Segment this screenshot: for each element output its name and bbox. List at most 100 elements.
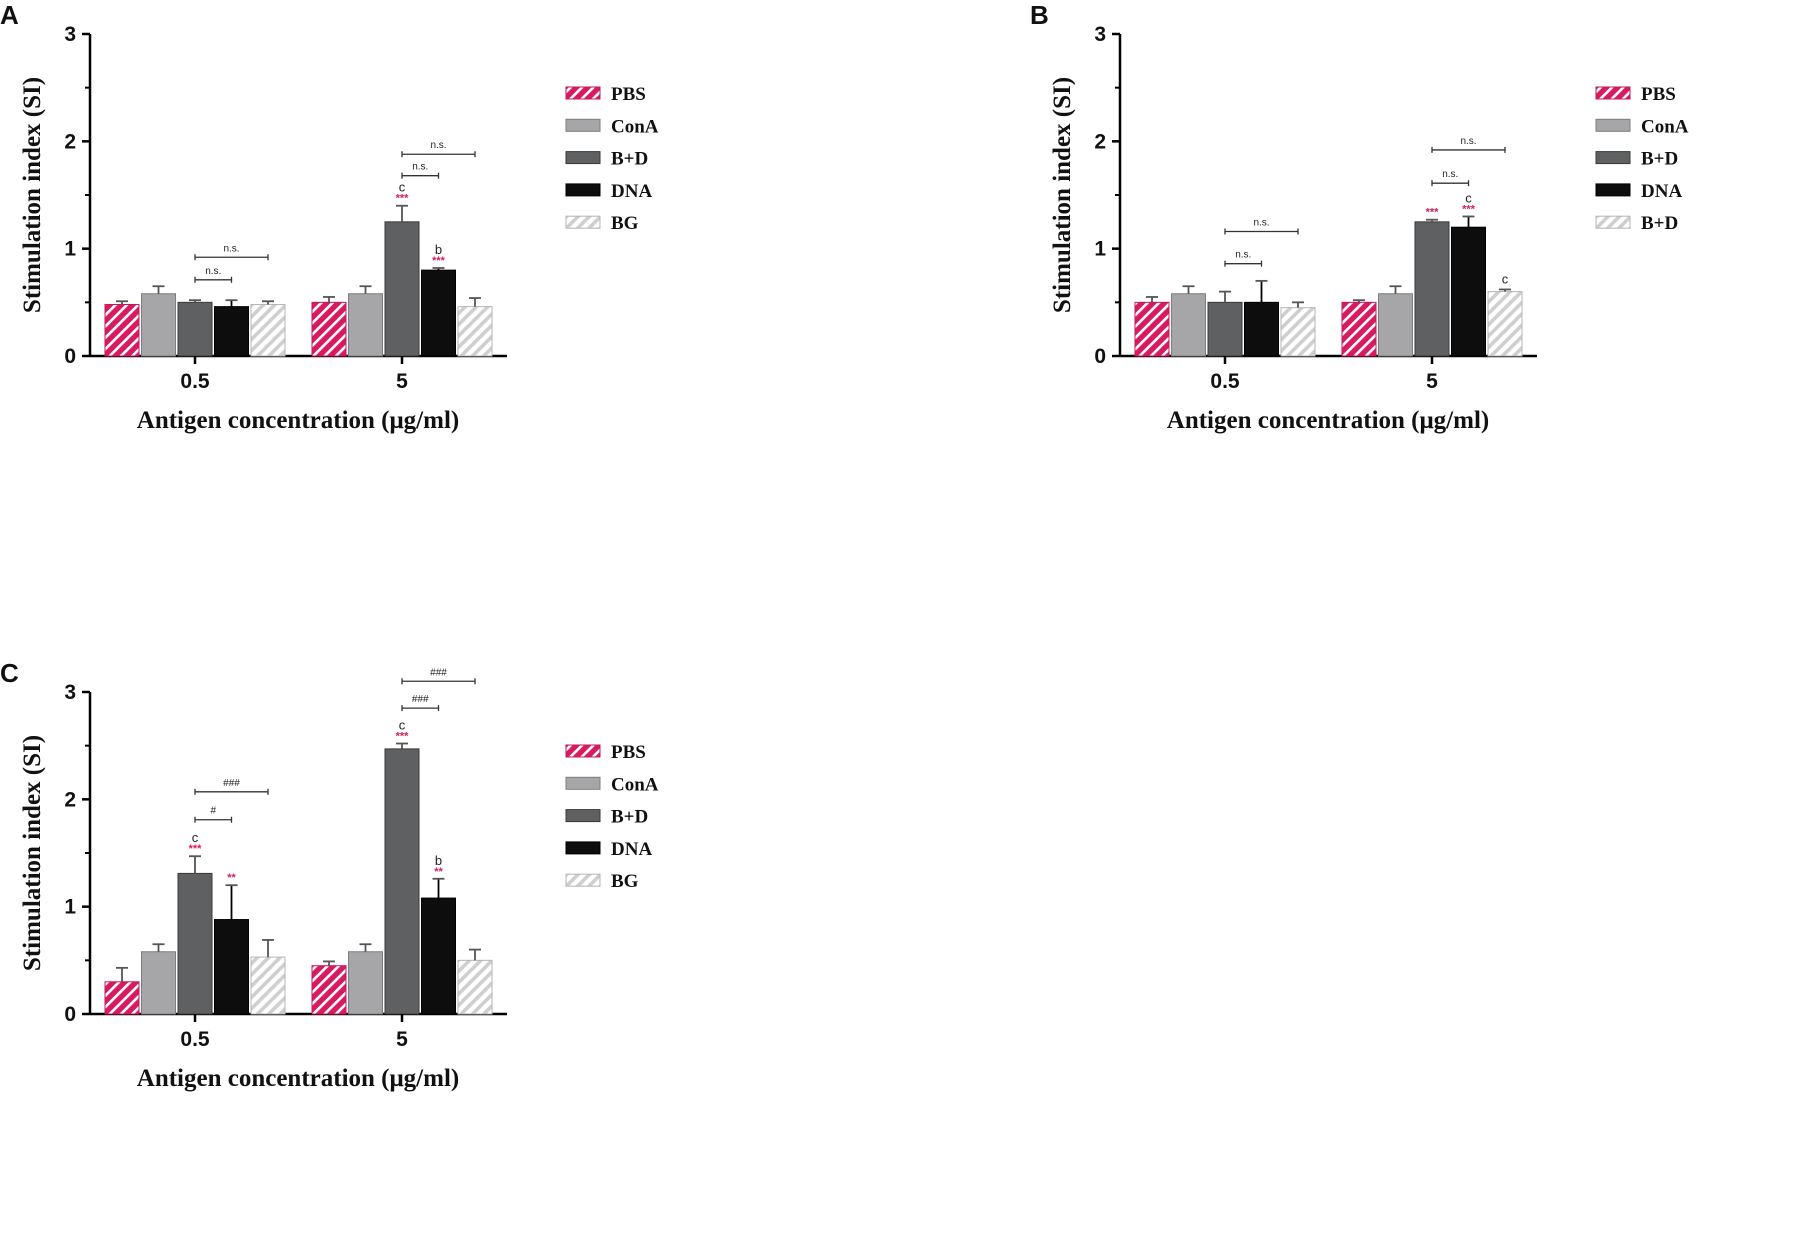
significance-stars: *** xyxy=(189,843,203,855)
y-axis-title: Stimulation index (SI) xyxy=(1049,77,1076,313)
bracket-label: n.s. xyxy=(223,243,239,254)
bracket-label: ### xyxy=(412,694,429,705)
bar xyxy=(250,956,286,1015)
bracket-label: n.s. xyxy=(1235,250,1251,261)
bracket-label: n.s. xyxy=(205,266,221,277)
bar-chart-a: 0 1 2 3 0.5 5 Antigen concentration (μg/ml) Sti… xyxy=(19,23,659,434)
significance-stars: *** xyxy=(396,193,410,205)
bar xyxy=(1244,301,1279,357)
bar xyxy=(311,965,347,1015)
y-tick-label: 3 xyxy=(64,681,76,704)
bar xyxy=(214,919,249,1015)
y-tick-label: 0 xyxy=(1094,345,1106,368)
bar xyxy=(1280,307,1316,357)
significance-stars: *** xyxy=(396,731,410,743)
bar xyxy=(421,269,456,357)
bracket-label: ### xyxy=(430,667,447,678)
bar xyxy=(141,951,176,1015)
legend-label: B+D xyxy=(1641,213,1678,234)
legend-label: B+D xyxy=(1641,149,1678,170)
panel-label: B xyxy=(1030,0,1049,30)
bar xyxy=(348,293,383,357)
legend-swatch xyxy=(565,151,601,165)
bar-chart-c: 0 1 2 3 0.5 5 Antigen concentration (μg/ml) Sti… xyxy=(19,667,659,1092)
x-axis-title: Antigen concentration (μg/ml) xyxy=(1167,407,1489,434)
panel-a: A 0 1 2 3 0.5 5 Antigen concentration (μg/ml) S… xyxy=(0,0,896,588)
bar xyxy=(457,959,493,1015)
significance-stars: ** xyxy=(434,866,443,878)
x-tick-label: 0.5 xyxy=(180,370,210,393)
significance-letter: c xyxy=(1502,271,1509,286)
bar xyxy=(1378,293,1413,357)
bar xyxy=(141,293,176,357)
x-axis-title: Antigen concentration (μg/ml) xyxy=(137,407,459,434)
bar xyxy=(384,748,420,1015)
significance-stars: ** xyxy=(227,872,236,884)
significance-stars: *** xyxy=(1462,203,1476,215)
x-tick-label: 0.5 xyxy=(180,1028,210,1051)
bar xyxy=(177,872,213,1015)
legend-label: BG xyxy=(611,213,639,234)
legend-label: ConA xyxy=(611,116,659,137)
legend-label: B+D xyxy=(611,149,648,170)
legend-swatch xyxy=(1595,151,1631,165)
x-tick-label: 5 xyxy=(396,370,408,393)
y-tick-label: 1 xyxy=(1094,238,1106,261)
legend-label: PBS xyxy=(611,84,646,105)
bar xyxy=(348,951,383,1015)
bracket-label: n.s. xyxy=(412,162,428,173)
legend-label: B+D xyxy=(611,807,648,828)
bar xyxy=(1134,301,1170,357)
bar xyxy=(250,303,286,357)
legend-swatch xyxy=(1595,86,1631,100)
significance-stars: *** xyxy=(432,255,446,267)
bracket-label: n.s. xyxy=(1253,217,1269,228)
legend-label: ConA xyxy=(611,774,659,795)
legend-swatch xyxy=(565,183,601,197)
legend-swatch xyxy=(565,809,601,823)
legend-label: DNA xyxy=(1641,181,1682,202)
panel-label: A xyxy=(0,0,19,30)
significance-letter: c xyxy=(399,180,406,195)
y-tick-label: 2 xyxy=(64,788,76,811)
legend-swatch xyxy=(565,873,601,887)
y-axis-title: Stimulation index (SI) xyxy=(19,735,46,971)
legend-swatch xyxy=(565,776,601,790)
legend-swatch xyxy=(565,744,601,758)
y-tick-label: 2 xyxy=(64,130,76,153)
y-tick-label: 3 xyxy=(1094,23,1106,46)
legend-swatch xyxy=(565,118,601,132)
legend-swatch xyxy=(565,841,601,855)
significance-letter: b xyxy=(435,242,442,257)
bracket-label: ### xyxy=(223,778,240,789)
bar xyxy=(1171,293,1206,357)
x-tick-label: 5 xyxy=(1426,370,1438,393)
bracket-label: n.s. xyxy=(1460,136,1476,147)
legend-label: PBS xyxy=(1641,84,1676,105)
legend-swatch xyxy=(1595,215,1631,229)
bar xyxy=(457,306,493,357)
bracket-label: n.s. xyxy=(1442,169,1458,180)
x-axis-title: Antigen concentration (μg/ml) xyxy=(137,1065,459,1092)
bar xyxy=(384,221,420,357)
y-tick-label: 0 xyxy=(64,345,76,368)
significance-stars: *** xyxy=(1426,207,1440,219)
significance-letter: c xyxy=(399,718,406,733)
y-tick-label: 1 xyxy=(64,238,76,261)
legend-label: DNA xyxy=(611,839,652,860)
bar xyxy=(311,301,347,357)
legend-label: DNA xyxy=(611,181,652,202)
legend-label: PBS xyxy=(611,742,646,763)
panel-c: C 0 1 2 3 0.5 5 Antigen concentration (μg/ml) S… xyxy=(0,658,896,1246)
panel-b: B 0 1 2 3 0.5 5 Antigen concentration (μg/ml) S… xyxy=(1030,0,1793,588)
bar xyxy=(1487,291,1523,357)
bar xyxy=(1414,221,1450,357)
bracket-label: # xyxy=(210,806,216,817)
y-tick-label: 3 xyxy=(64,23,76,46)
y-axis-title: Stimulation index (SI) xyxy=(19,77,46,313)
legend-swatch xyxy=(565,215,601,229)
legend-swatch xyxy=(1595,118,1631,132)
legend-swatch xyxy=(1595,183,1631,197)
x-tick-label: 0.5 xyxy=(1210,370,1240,393)
bar xyxy=(177,301,213,357)
